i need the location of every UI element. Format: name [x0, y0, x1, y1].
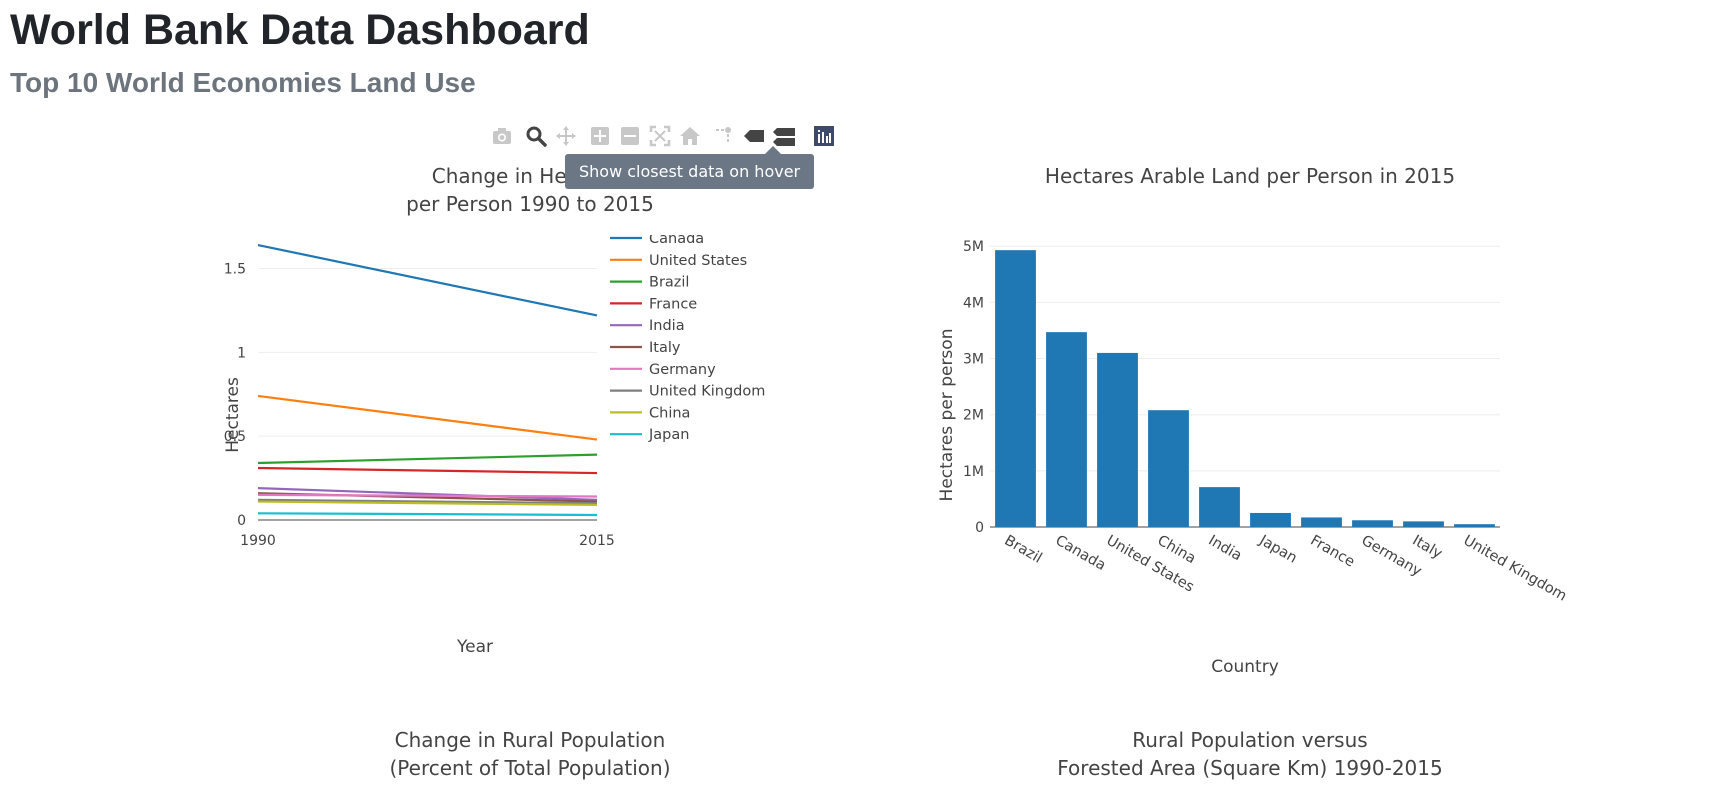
rural-population-title-line2: (Percent of Total Population)	[389, 756, 671, 780]
zoom-icon[interactable]	[524, 124, 548, 148]
bar-chart-x-tick-label: Canada	[1053, 533, 1109, 574]
line-series-brazil[interactable]	[257, 453, 598, 465]
bar-japan[interactable]	[1250, 512, 1291, 527]
legend-label: India	[649, 318, 685, 334]
bar-brazil[interactable]	[995, 250, 1036, 527]
bar-chart-title: Hectares Arable Land per Person in 2015	[1044, 164, 1456, 188]
line-series-france[interactable]	[257, 466, 598, 475]
legend-item-canada[interactable]: Canada	[610, 235, 704, 247]
bar-united-states[interactable]	[1097, 352, 1138, 527]
line-chart-title-line2: per Person 1990 to 2015	[406, 192, 654, 216]
autoscale-icon[interactable]	[648, 124, 672, 148]
bar-china[interactable]	[1148, 410, 1189, 527]
bar-chart-x-tick-label: United States	[1104, 533, 1197, 596]
line-series-china[interactable]	[257, 500, 598, 507]
legend-item-united-states[interactable]: United States	[610, 253, 747, 269]
bar-italy[interactable]	[1403, 521, 1444, 527]
bar-chart-x-tick-label: Japan	[1256, 532, 1300, 567]
line-chart-x-tick-label: 1990	[240, 533, 276, 549]
line-chart-y-tick-label: 1	[237, 345, 246, 361]
bar-chart-x-tick-label: Brazil	[1002, 533, 1045, 567]
bar-chart-y-tick-label: 2M	[963, 408, 984, 424]
zoom-in-icon[interactable]	[588, 124, 612, 148]
pan-icon[interactable]	[554, 124, 578, 148]
modebar	[490, 124, 870, 148]
bar-chart-x-tick-label: Italy	[1410, 533, 1446, 563]
bar-chart-y-axis-title: Hectares per person	[937, 329, 957, 502]
bar-chart-y-tick-label: 4M	[963, 295, 984, 311]
legend-item-united-kingdom[interactable]: United Kingdom	[610, 384, 765, 400]
line-chart-y-axis-title: Hectares	[223, 377, 243, 453]
legend-label: United Kingdom	[649, 384, 765, 400]
rural-population-chart-title: Change in Rural Population (Percent of T…	[300, 726, 760, 782]
legend-item-italy[interactable]: Italy	[610, 340, 681, 356]
bar-india[interactable]	[1199, 487, 1240, 527]
legend-item-japan[interactable]: Japan	[610, 427, 689, 443]
line-chart-x-tick-label: 2015	[579, 533, 615, 549]
legend-label: China	[649, 405, 690, 421]
bar-chart-y-tick-label: 5M	[963, 239, 984, 255]
line-chart-y-tick-label: 0.5	[224, 429, 246, 445]
line-chart-y-tick-label: 0	[237, 513, 246, 529]
legend-item-india[interactable]: India	[610, 318, 685, 334]
legend-item-china[interactable]: China	[610, 405, 690, 421]
legend-item-france[interactable]: France	[610, 296, 697, 312]
bar-chart-x-axis-title: Country	[1211, 657, 1279, 677]
bar-chart-x-tick-label: United Kingdom	[1461, 533, 1570, 605]
bar-chart-y-tick-label: 3M	[963, 352, 984, 368]
legend-item-germany[interactable]: Germany	[610, 362, 716, 378]
line-chart-x-axis-title: Year	[456, 637, 493, 655]
line-series-united-states[interactable]	[257, 394, 598, 441]
bar-chart-x-tick-label: France	[1308, 533, 1358, 571]
line-series-united-kingdom[interactable]	[257, 498, 598, 505]
legend-label: Canada	[649, 235, 704, 247]
legend-label: Brazil	[649, 275, 689, 291]
hover-closest-icon[interactable]	[742, 124, 766, 148]
legend-label: United States	[649, 253, 747, 269]
bar-france[interactable]	[1301, 517, 1342, 527]
rural-vs-forest-title-line2: Forested Area (Square Km) 1990-2015	[1057, 756, 1443, 780]
bar-germany[interactable]	[1352, 520, 1393, 527]
hover-compare-icon[interactable]	[772, 124, 796, 148]
legend-item-brazil[interactable]: Brazil	[610, 275, 689, 291]
page-subtitle: Top 10 World Economies Land Use	[10, 67, 476, 98]
plotly-logo-icon[interactable]	[812, 124, 836, 148]
legend-label: Japan	[648, 427, 689, 443]
bar-united-kingdom[interactable]	[1454, 524, 1495, 527]
rural-vs-forest-title-line1: Rural Population versus	[1132, 728, 1368, 752]
line-series-india[interactable]	[257, 487, 598, 501]
bar-chart-y-tick-label: 0	[975, 520, 984, 536]
line-series-canada[interactable]	[257, 243, 598, 317]
line-series-germany[interactable]	[257, 493, 598, 498]
reset-axes-icon[interactable]	[678, 124, 702, 148]
legend-label: Germany	[649, 362, 716, 378]
bar-chart-x-tick-label: India	[1206, 533, 1245, 565]
page-title: World Bank Data Dashboard	[10, 6, 590, 54]
line-chart[interactable]: 0 0.5 1 1.5 1990 2015 Canada United States Bra…	[200, 235, 920, 655]
bar-canada[interactable]	[1046, 332, 1087, 527]
rural-population-title-line1: Change in Rural Population	[394, 728, 666, 752]
bar-chart-y-tick-label: 1M	[963, 464, 984, 480]
zoom-out-icon[interactable]	[618, 124, 642, 148]
legend-label: France	[649, 296, 697, 312]
camera-icon[interactable]	[490, 124, 514, 148]
rural-vs-forest-chart-title: Rural Population versus Forested Area (S…	[970, 726, 1530, 782]
legend-label: Italy	[649, 340, 681, 356]
line-series-japan[interactable]	[257, 512, 598, 517]
spike-lines-icon[interactable]	[712, 124, 736, 148]
hover-mode-tooltip: Show closest data on hover	[565, 146, 815, 189]
line-chart-y-tick-label: 1.5	[224, 262, 246, 278]
